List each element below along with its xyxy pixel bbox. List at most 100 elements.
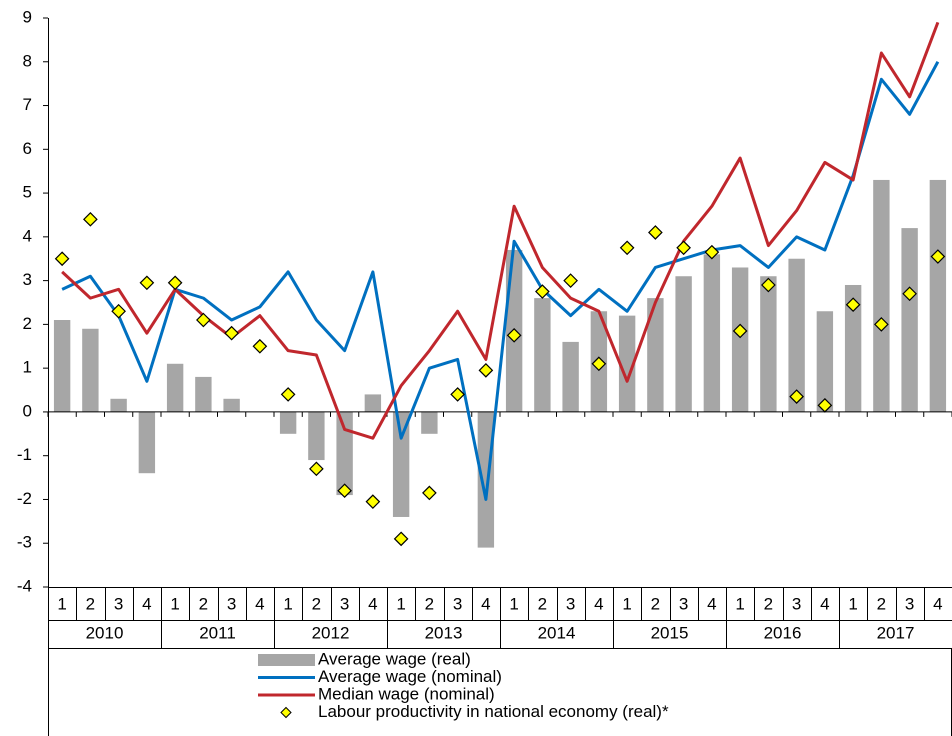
marker <box>224 325 239 341</box>
legend-label: Average wage (real) <box>318 649 471 668</box>
line <box>61 61 940 501</box>
marker <box>280 387 296 402</box>
x-tick-label: 1 <box>57 594 66 613</box>
marker <box>365 494 381 509</box>
marker <box>902 286 917 302</box>
bar <box>562 341 579 412</box>
bar <box>901 228 918 412</box>
y-tick-label: -1 <box>17 445 32 464</box>
bar <box>618 315 636 412</box>
x-group-label: 2010 <box>86 623 124 642</box>
marker <box>845 297 861 313</box>
x-tick-label: 2 <box>86 594 95 613</box>
bar <box>731 267 749 412</box>
x-tick-label: 3 <box>905 594 914 613</box>
marker <box>817 398 833 413</box>
x-tick-label: 2 <box>877 594 886 613</box>
x-tick-label: 3 <box>566 594 575 613</box>
marker <box>450 387 465 402</box>
marker <box>789 389 804 404</box>
marker <box>535 284 550 299</box>
marker <box>563 273 578 288</box>
y-tick-label: 8 <box>23 51 32 70</box>
x-group-label: 2017 <box>877 623 915 642</box>
x-tick-label: 4 <box>368 594 377 613</box>
y-tick-label: 0 <box>23 401 32 420</box>
x-tick-label: 3 <box>792 594 801 613</box>
x-tick-label: 2 <box>199 594 208 613</box>
bar <box>929 179 947 412</box>
marker <box>196 312 211 328</box>
x-group-label: 2014 <box>538 623 576 642</box>
legend-box <box>48 648 952 736</box>
marker <box>337 483 352 499</box>
y-tick-label: 7 <box>23 95 32 114</box>
x-tick-label: 3 <box>453 594 462 613</box>
marker <box>619 240 635 256</box>
marker <box>704 244 720 260</box>
y-tick-label: 1 <box>23 358 32 377</box>
x-tick-label: 3 <box>679 594 688 613</box>
legend-label: Average wage (nominal) <box>318 667 502 686</box>
marker <box>930 249 946 264</box>
bar <box>647 298 664 412</box>
y-tick-label: -3 <box>17 533 32 552</box>
y-tick-label: 4 <box>23 226 32 245</box>
x-tick-label: 4 <box>707 594 716 613</box>
legend-symbol <box>280 706 292 719</box>
x-tick-label: 1 <box>283 594 292 613</box>
marker <box>676 240 691 256</box>
bar <box>336 411 353 496</box>
x-tick-label: 3 <box>227 594 236 613</box>
y-tick-label: -2 <box>17 489 32 508</box>
bar <box>844 284 862 412</box>
bar <box>760 276 777 412</box>
x-group-label: 2011 <box>199 623 236 642</box>
bar <box>279 411 297 434</box>
marker <box>252 338 268 354</box>
x-tick-label: 3 <box>340 594 349 613</box>
legend-symbol <box>258 654 315 666</box>
bar <box>110 398 127 412</box>
bar <box>138 411 156 474</box>
legend-label: Labour productivity in national economy … <box>318 702 669 721</box>
legend-label: Median wage (nominal) <box>318 684 495 703</box>
marker <box>309 461 324 477</box>
x-tick-label: 3 <box>114 594 123 613</box>
y-tick-label: 2 <box>23 314 32 333</box>
x-tick-label: 1 <box>848 594 857 613</box>
x-tick-label: 2 <box>764 594 773 613</box>
bar <box>195 376 212 412</box>
marker <box>393 531 409 547</box>
x-tick-label: 1 <box>622 594 631 613</box>
x-tick-label: 1 <box>509 594 518 613</box>
marker <box>732 323 748 339</box>
x-tick-label: 2 <box>651 594 660 613</box>
marker <box>478 362 494 378</box>
bar <box>308 411 325 461</box>
x-tick-label: 1 <box>170 594 179 613</box>
x-tick-label: 2 <box>425 594 434 613</box>
marker <box>167 275 183 291</box>
bar <box>703 254 721 412</box>
y-tick-label: 9 <box>23 7 32 26</box>
bar <box>82 328 99 412</box>
y-tick-label: -4 <box>17 576 32 595</box>
marker <box>83 211 98 227</box>
marker <box>111 303 126 319</box>
y-tick-label: 5 <box>23 183 32 202</box>
bar <box>534 298 551 412</box>
marker <box>54 251 70 267</box>
x-tick-label: 2 <box>312 594 321 613</box>
x-group-label: 2015 <box>651 623 689 642</box>
bar <box>477 411 495 548</box>
x-tick-label: 4 <box>594 594 603 613</box>
bar <box>675 276 692 412</box>
bar <box>816 311 834 412</box>
bar <box>223 398 240 412</box>
bar <box>421 411 438 434</box>
x-tick-label: 4 <box>142 594 151 613</box>
x-tick-label: 4 <box>820 594 829 613</box>
x-tick-label: 4 <box>255 594 264 613</box>
x-tick-label: 1 <box>396 594 405 613</box>
